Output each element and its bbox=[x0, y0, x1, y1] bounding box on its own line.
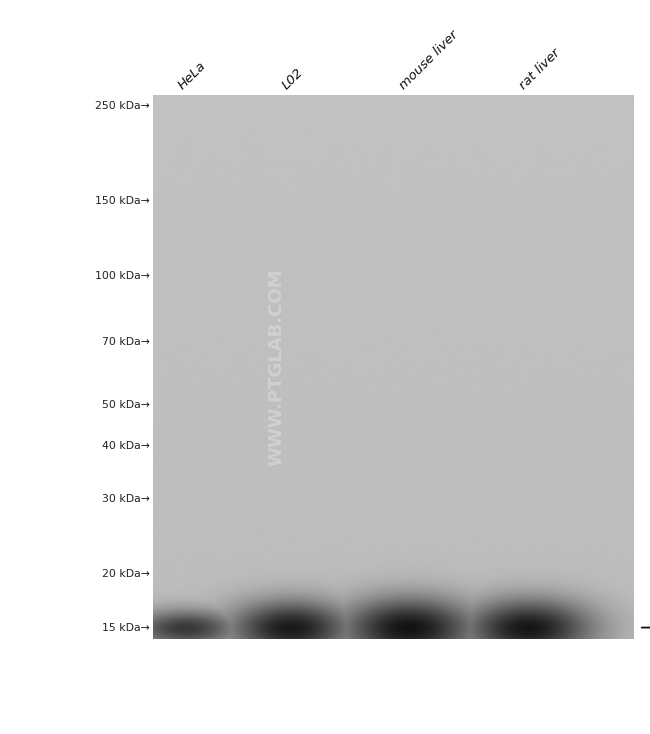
Text: L02: L02 bbox=[280, 65, 306, 92]
Text: 30 kDa→: 30 kDa→ bbox=[101, 494, 150, 504]
Text: 15 kDa→: 15 kDa→ bbox=[102, 622, 150, 633]
Text: 50 kDa→: 50 kDa→ bbox=[101, 399, 150, 410]
Text: HeLa: HeLa bbox=[176, 59, 209, 92]
Text: 40 kDa→: 40 kDa→ bbox=[101, 441, 150, 451]
Text: mouse liver: mouse liver bbox=[397, 28, 461, 92]
Text: rat liver: rat liver bbox=[517, 46, 563, 92]
Text: 20 kDa→: 20 kDa→ bbox=[101, 570, 150, 579]
Text: 100 kDa→: 100 kDa→ bbox=[95, 271, 150, 281]
Text: 250 kDa→: 250 kDa→ bbox=[95, 101, 150, 112]
Text: 150 kDa→: 150 kDa→ bbox=[95, 196, 150, 206]
Text: WWW.PTGLAB.COM: WWW.PTGLAB.COM bbox=[267, 268, 285, 466]
Text: 70 kDa→: 70 kDa→ bbox=[101, 337, 150, 347]
